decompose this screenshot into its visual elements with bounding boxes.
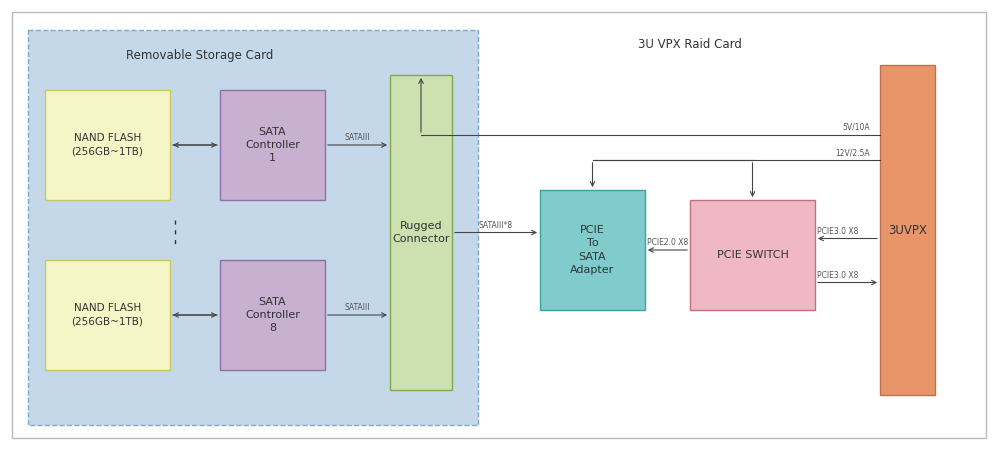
Text: SATAIII: SATAIII <box>345 303 370 312</box>
Text: PCIE3.0 X8: PCIE3.0 X8 <box>817 270 858 279</box>
Bar <box>45 260 170 370</box>
Text: PCIE3.0 X8: PCIE3.0 X8 <box>817 226 858 235</box>
Text: SATA
Controller
8: SATA Controller 8 <box>245 297 300 333</box>
Text: NAND FLASH
(256GB~1TB): NAND FLASH (256GB~1TB) <box>72 133 143 157</box>
Text: Rugged
Connector: Rugged Connector <box>392 221 450 244</box>
Bar <box>220 90 325 200</box>
Bar <box>540 190 645 310</box>
Text: Removable Storage Card: Removable Storage Card <box>126 49 274 62</box>
Bar <box>880 65 935 395</box>
Bar <box>390 75 452 390</box>
Text: 3UVPX: 3UVPX <box>888 224 927 237</box>
Text: 12V/2.5A: 12V/2.5A <box>835 148 870 157</box>
Text: 3U VPX Raid Card: 3U VPX Raid Card <box>638 39 742 51</box>
Bar <box>690 200 815 310</box>
Text: SATAIII: SATAIII <box>345 133 370 142</box>
Text: PCIE
To
SATA
Adapter: PCIE To SATA Adapter <box>570 225 615 275</box>
Text: PCIE SWITCH: PCIE SWITCH <box>717 250 788 260</box>
Text: PCIE2.0 X8: PCIE2.0 X8 <box>647 238 688 247</box>
Bar <box>45 90 170 200</box>
Bar <box>28 30 478 425</box>
Bar <box>220 260 325 370</box>
Text: NAND FLASH
(256GB~1TB): NAND FLASH (256GB~1TB) <box>72 303 143 327</box>
Text: 5V/10A: 5V/10A <box>842 123 870 132</box>
Text: SATA
Controller
1: SATA Controller 1 <box>245 127 300 163</box>
Text: SATAIII*8: SATAIII*8 <box>479 220 513 230</box>
